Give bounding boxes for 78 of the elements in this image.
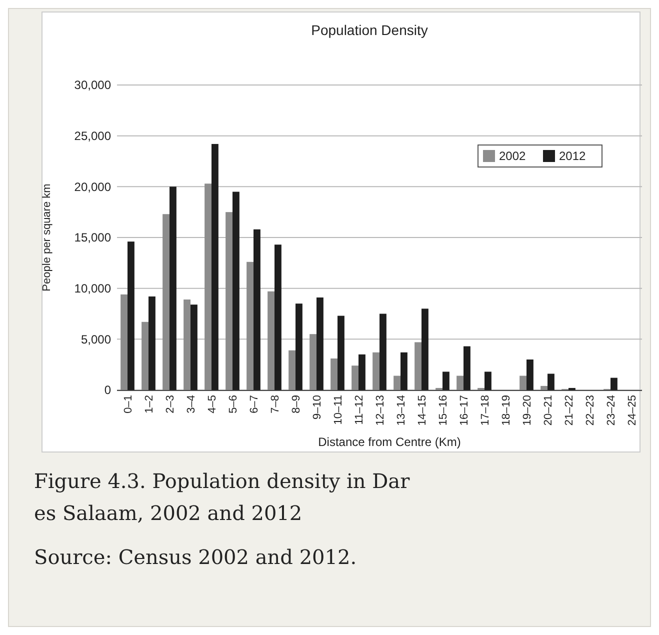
bar (380, 314, 386, 390)
bar (400, 352, 408, 390)
bar (288, 350, 296, 390)
bar (226, 212, 232, 390)
bar (120, 294, 128, 390)
bar (148, 296, 156, 390)
bar (520, 376, 526, 390)
x-tick-label: 16–17 (458, 395, 470, 426)
bar (456, 376, 464, 390)
bar (190, 304, 198, 390)
bar (358, 354, 366, 390)
x-tick-label: 22–23 (584, 395, 596, 426)
x-tick-label: 0–1 (122, 395, 134, 414)
bar (540, 386, 548, 390)
legend-label: 2012 (559, 149, 586, 164)
bar (548, 374, 554, 390)
legend-label: 2002 (499, 149, 526, 164)
bar (268, 291, 274, 390)
bar (162, 214, 170, 390)
bar (274, 244, 282, 390)
x-tick-label: 11–12 (353, 395, 366, 425)
x-tick-label: 15–16 (437, 395, 450, 426)
bar (212, 144, 218, 390)
x-tick-label: 12–13 (374, 395, 386, 426)
bar (414, 342, 422, 390)
x-tick-label: 23–24 (605, 395, 618, 426)
x-tick-label: 2–3 (164, 395, 176, 414)
y-tick-label: 30,000 (74, 78, 112, 92)
bar (422, 308, 428, 390)
x-tick-label: 21–22 (563, 395, 576, 426)
x-axis-title: Distance from Centre (Km) (318, 435, 461, 449)
bar (204, 184, 212, 390)
bar (338, 316, 344, 390)
x-tick-label: 3–4 (185, 395, 198, 414)
bar (526, 360, 534, 390)
x-tick-label: 13–14 (395, 395, 408, 426)
x-tick-label: 4–5 (206, 395, 218, 414)
x-tick-label: 19–20 (521, 395, 534, 426)
x-tick-label: 9–10 (311, 395, 324, 420)
bar (254, 229, 260, 390)
x-tick-label: 14–15 (416, 395, 428, 426)
x-tick-label: 1–2 (143, 395, 156, 414)
x-tick-label: 5–6 (227, 395, 240, 414)
bar (442, 372, 450, 390)
bar (170, 186, 176, 390)
bar (372, 352, 380, 390)
y-tick-label: 15,000 (74, 230, 112, 245)
x-tick-label: 20–21 (542, 395, 554, 426)
bar (128, 242, 134, 390)
bar (296, 304, 302, 390)
y-tick-label: 5,000 (80, 332, 112, 346)
bar (352, 366, 358, 390)
bar (246, 262, 254, 390)
y-axis-title: People per square km (41, 184, 53, 292)
x-tick-label: 6–7 (248, 395, 260, 414)
source-note: Source: Census 2002 and 2012. (34, 545, 357, 569)
x-tick-label: 7–8 (269, 395, 282, 414)
x-tick-label: 8–9 (290, 395, 302, 414)
bar (464, 346, 470, 390)
y-tick-label: 10,000 (74, 282, 112, 296)
chart-title: Population Density (311, 22, 428, 38)
bar (316, 297, 324, 390)
bar (610, 378, 618, 390)
bar (484, 372, 492, 390)
bar (394, 376, 400, 390)
x-tick-label: 24–25 (626, 395, 638, 426)
bar (330, 358, 338, 390)
x-tick-label: 18–19 (500, 395, 512, 426)
bar (310, 334, 316, 390)
y-tick-label: 20,000 (74, 180, 112, 194)
x-tick-label: 17–18 (479, 395, 492, 426)
y-tick-label: 25,000 (74, 129, 112, 144)
bar (232, 192, 240, 390)
caption: Figure 4.3. Population density in Dar es Salaam, 2002 and 2012 (34, 469, 410, 525)
bar (142, 322, 148, 390)
y-tick-label: 0 (104, 383, 112, 398)
x-tick-label: 10–11 (332, 395, 344, 425)
bar (184, 300, 190, 390)
